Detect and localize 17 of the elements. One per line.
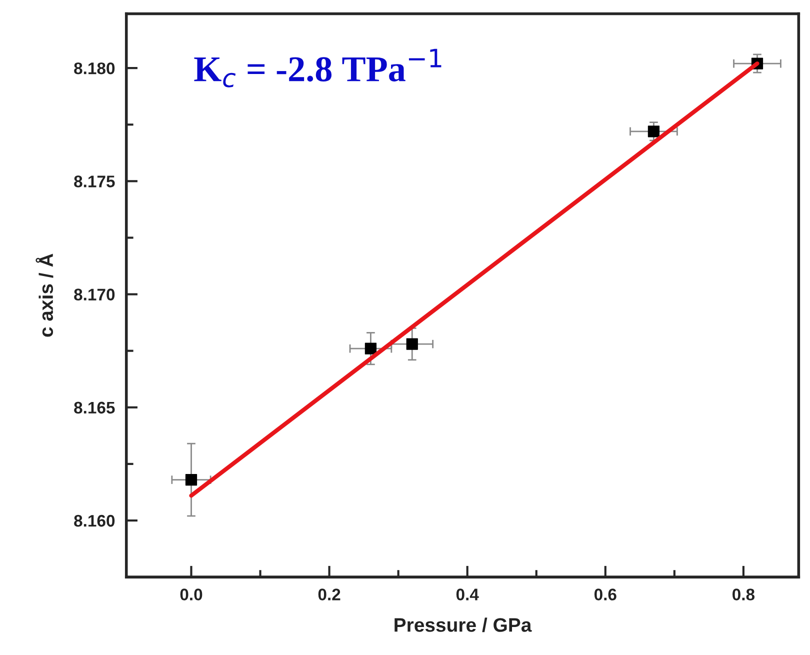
y-tick-label: 8.170 — [74, 288, 115, 300]
y-tick-label: 8.175 — [74, 176, 115, 188]
point — [406, 338, 418, 350]
x-tick-label: 0.4 — [456, 588, 479, 600]
point — [648, 126, 660, 138]
annotation: K$_{c}$ = -2.8 TPa$^{−1}$ — [194, 48, 442, 88]
y-tick-label: 8.180 — [74, 62, 115, 74]
y-tick-label: 8.160 — [74, 514, 115, 527]
point — [364, 342, 377, 354]
y-axis-title: c axis / Å — [36, 254, 54, 337]
x-tick-label: 0.8 — [732, 588, 755, 600]
y-tick-label: 8.165 — [74, 402, 115, 414]
x-tick-label: 0.6 — [594, 588, 616, 600]
x-tick-label: 0.0 — [180, 588, 202, 600]
x-axis-title: Pressure / GPa — [394, 618, 532, 632]
x-tick-label: 0.2 — [318, 588, 340, 600]
point — [185, 474, 198, 486]
